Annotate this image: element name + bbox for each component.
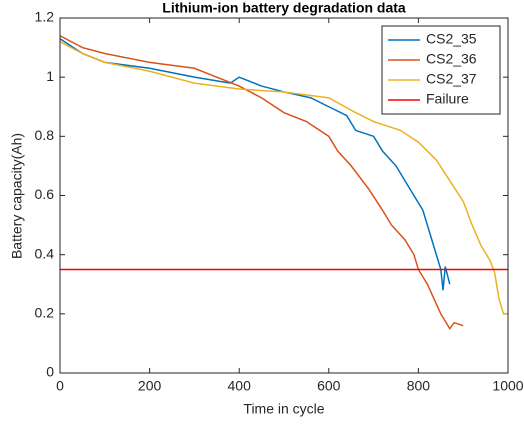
y-tick-label: 0.4 bbox=[35, 245, 55, 261]
x-axis-label: Time in cycle bbox=[243, 401, 324, 417]
x-tick-label: 1000 bbox=[492, 378, 523, 394]
x-tick-label: 200 bbox=[138, 378, 162, 394]
axes-box bbox=[59, 17, 509, 374]
legend-label: CS2_37 bbox=[426, 71, 477, 87]
x-tick-label: 600 bbox=[317, 378, 341, 394]
series-line bbox=[59, 41, 508, 315]
x-tick-label: 800 bbox=[407, 378, 431, 394]
series-line bbox=[59, 35, 464, 330]
y-tick-label: 0 bbox=[46, 364, 54, 380]
chart-title: Lithium-ion battery degradation data bbox=[162, 0, 406, 16]
y-axis-label: Battery capacity(Ah) bbox=[9, 133, 25, 259]
x-tick-label: 400 bbox=[228, 378, 252, 394]
legend-label: CS2_35 bbox=[426, 31, 477, 47]
x-tick-label: 0 bbox=[56, 378, 64, 394]
y-tick-label: 0.6 bbox=[35, 186, 55, 202]
y-tick-label: 0.2 bbox=[35, 305, 55, 321]
legend-label: Failure bbox=[426, 91, 469, 107]
y-tick-label: 1 bbox=[46, 68, 54, 84]
series-line bbox=[59, 38, 451, 291]
y-tick-label: 1.2 bbox=[35, 9, 55, 25]
legend-label: CS2_36 bbox=[426, 51, 477, 67]
y-tick-label: 0.8 bbox=[35, 127, 55, 143]
